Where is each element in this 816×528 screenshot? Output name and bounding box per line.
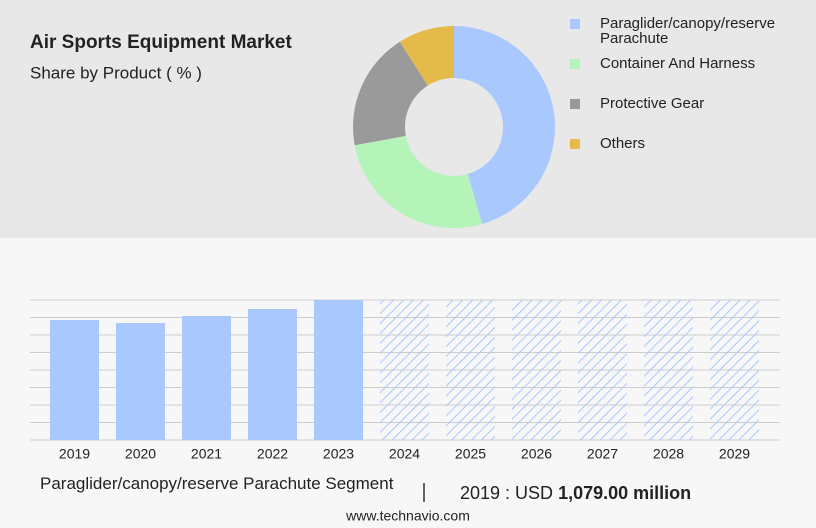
donut-slice [454,26,556,224]
forecast-placeholder [512,300,561,440]
value-label: 1,079.00 million [558,483,692,503]
x-tick-label: 2025 [455,446,486,462]
forecast-placeholder [578,300,627,440]
legend-swatch [570,99,580,109]
x-tick-label: 2020 [125,446,156,462]
bar [314,300,363,440]
legend-label: Container And Harness [600,55,756,72]
x-tick-label: 2028 [653,446,684,462]
legend: Paraglider/canopy/reserve Parachute Conta… [570,16,810,176]
forecast-placeholder [644,300,693,440]
x-tick-label: 2022 [257,446,288,462]
bar [50,320,99,440]
x-tick-label: 2019 [59,446,90,462]
source: www.technavio.com [345,508,470,524]
donut-slice [399,26,454,86]
donut-slice [354,135,483,229]
legend-item: Others [570,136,810,151]
chart-title: Air Sports Equipment Market [30,32,292,53]
bar [182,316,231,440]
x-tick-label: 2023 [323,446,354,462]
forecast-placeholder [446,300,495,440]
bar [248,309,297,440]
legend-item: Protective Gear [570,96,810,111]
x-tick-label: 2027 [587,446,618,462]
bar [116,323,165,440]
chart-subtitle: Share by Product ( % ) [30,63,202,82]
segment-title: Paraglider/canopy/reserve Parachute Segm… [40,474,394,493]
forecast-placeholder [380,300,429,440]
legend-label: Others [600,135,646,152]
forecast-placeholder [710,300,759,440]
legend-swatch [570,19,580,29]
legend-label: Protective Gear [600,95,705,112]
value-prefix: 2019 : USD [460,483,554,503]
legend-label: Paraglider/canopy/reserve Parachute [600,15,776,47]
legend-swatch [570,139,580,149]
footer-value: 2019 : USD 1,079.00 million [460,483,691,504]
legend-item: Paraglider/canopy/reserve Parachute [570,16,810,46]
donut-slice [353,41,428,146]
legend-item: Container And Harness [570,56,810,71]
x-tick-label: 2024 [389,446,420,462]
legend-swatch [570,59,580,69]
x-tick-label: 2026 [521,446,552,462]
x-tick-label: 2021 [191,446,222,462]
x-tick-label: 2029 [719,446,750,462]
